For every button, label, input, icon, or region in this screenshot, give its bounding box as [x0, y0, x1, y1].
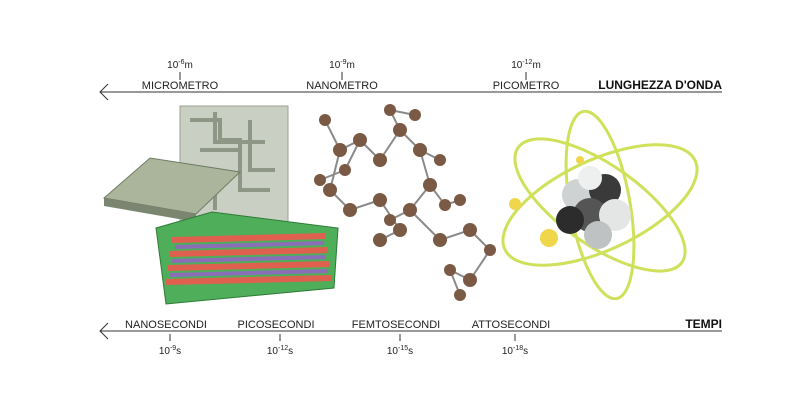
atom [333, 143, 347, 157]
atom [393, 123, 407, 137]
atom [373, 233, 387, 247]
tick-label: ATTOSECONDI [472, 319, 550, 331]
tick-exponent: 10-12m [511, 59, 541, 71]
electron [509, 198, 521, 210]
chip-traces [165, 233, 333, 285]
atom [393, 223, 407, 237]
tick-label: PICOSECONDI [237, 319, 314, 331]
tick-label: MICROMETRO [142, 80, 219, 92]
electron [576, 156, 584, 164]
atom [433, 233, 447, 247]
molecule-atoms [314, 104, 496, 301]
atom [463, 273, 477, 287]
orbit [501, 143, 699, 267]
atom [434, 154, 446, 166]
nucleon [578, 166, 602, 190]
tick-exponent: 10-18s [502, 345, 528, 357]
nucleon [599, 199, 631, 231]
tick-label: NANOSECONDI [125, 319, 207, 331]
scale-title: LUNGHEZZA D'ONDA [598, 78, 722, 92]
atom [454, 194, 466, 206]
electron [540, 229, 558, 247]
tick-label: PICOMETRO [493, 80, 560, 92]
atom [384, 214, 396, 226]
atom [373, 153, 387, 167]
chip-traces [190, 112, 275, 210]
atom [463, 223, 477, 237]
top-scale: 10-6m 10-9m 10-12m MICROMETRO NANOMETRO … [99, 59, 722, 101]
chip-traces [169, 241, 329, 277]
bottom-scale: NANOSECONDI PICOSECONDI FEMTOSECONDI ATT… [99, 317, 722, 357]
atom [413, 143, 427, 157]
nucleus [509, 156, 631, 249]
tick-exponent: 10-9s [159, 345, 181, 357]
tick-label: FEMTOSECONDI [352, 319, 440, 331]
atom [484, 244, 496, 256]
atom [314, 174, 326, 186]
atom [384, 104, 396, 116]
atom [439, 199, 451, 211]
atom [343, 203, 357, 217]
tick-exponent: 10-12s [267, 345, 293, 357]
atom [373, 193, 387, 207]
tick-label: NANOMETRO [306, 80, 378, 92]
tick-exponent: 10-15s [387, 345, 413, 357]
chip-edge [104, 198, 196, 222]
atom [319, 114, 331, 126]
atom [454, 289, 466, 301]
atom [323, 183, 337, 197]
nucleon [584, 221, 612, 249]
tick-exponent: 10-9m [329, 59, 355, 71]
atom [444, 264, 456, 276]
atom [353, 133, 367, 147]
chip-illustration [102, 105, 339, 305]
nucleon [556, 206, 584, 234]
tick-exponent: 10-6m [167, 59, 193, 71]
atom [423, 178, 437, 192]
atom [409, 109, 421, 121]
atom [403, 203, 417, 217]
scale-title: TEMPI [685, 317, 722, 331]
atom [339, 164, 351, 176]
